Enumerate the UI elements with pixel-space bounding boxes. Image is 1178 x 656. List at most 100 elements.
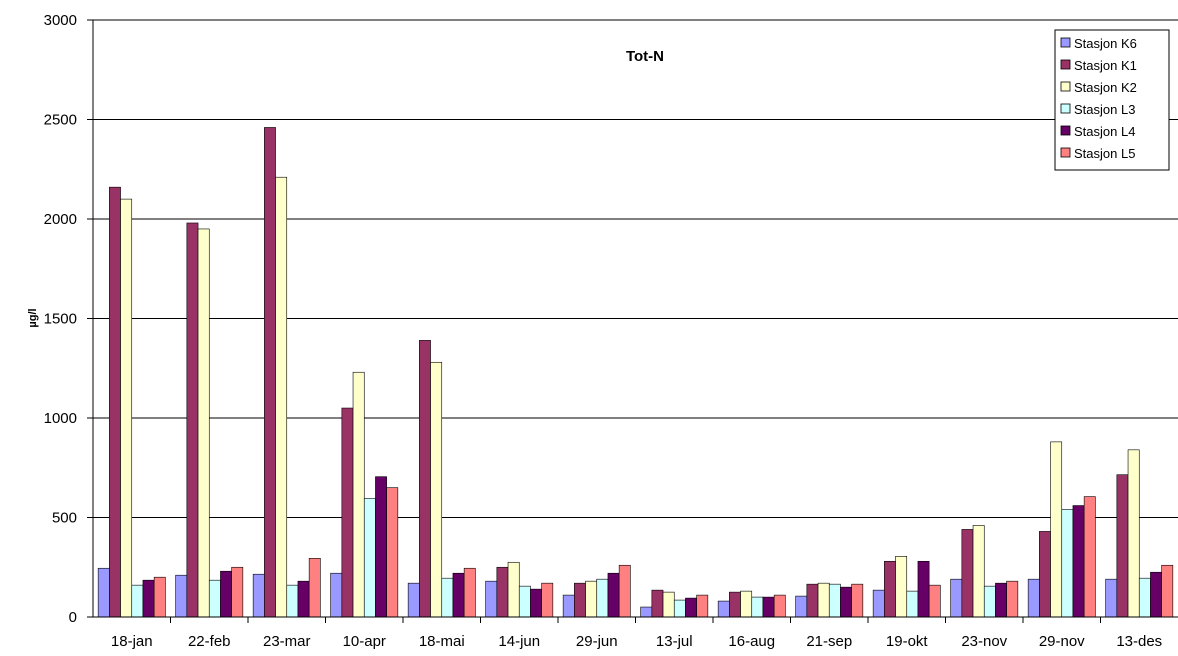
x-category-label: 29-nov	[1039, 633, 1085, 650]
legend: Stasjon K6 Stasjon K1 Stasjon K2 Stasjon L3…	[1054, 29, 1170, 171]
bar	[430, 361, 443, 618]
bar	[895, 556, 908, 618]
bar	[906, 590, 919, 618]
x-category-label: 19-okt	[886, 633, 929, 650]
bar	[995, 582, 1007, 618]
legend-swatch	[1060, 125, 1071, 136]
bar	[1161, 564, 1174, 618]
bar	[109, 186, 121, 618]
bar	[1116, 474, 1129, 618]
x-category-label: 18-mai	[419, 633, 465, 650]
bar	[308, 557, 321, 618]
bar	[1072, 505, 1085, 618]
legend-label: Stasjon L4	[1074, 124, 1135, 139]
bar	[696, 594, 709, 618]
legend-label: Stasjon L3	[1074, 102, 1135, 117]
x-category-label: 10-apr	[343, 633, 386, 650]
bar	[806, 583, 819, 618]
chart-title: Tot-N	[626, 48, 664, 65]
bar	[1039, 531, 1051, 618]
bar	[950, 578, 963, 618]
x-category-label: 23-mar	[263, 633, 311, 650]
bar	[286, 584, 299, 618]
bar	[673, 599, 686, 618]
x-category-label: 13-des	[1116, 633, 1162, 650]
x-category-label: 16-aug	[728, 633, 775, 650]
bar	[872, 589, 885, 618]
bar	[264, 127, 276, 618]
bar	[562, 594, 575, 618]
bar	[618, 564, 631, 618]
x-category-label: 13-jul	[656, 633, 693, 650]
bar	[363, 498, 376, 618]
bar	[220, 570, 232, 618]
bar	[1083, 496, 1096, 618]
bar	[1050, 441, 1063, 618]
bars	[97, 127, 1174, 618]
bar	[485, 580, 498, 618]
bar	[1150, 571, 1162, 618]
bar	[407, 582, 420, 618]
bar	[840, 586, 852, 618]
bar	[386, 487, 399, 618]
y-tick-label: 1000	[44, 410, 77, 427]
bar	[795, 595, 808, 618]
bar	[341, 407, 354, 618]
bar	[441, 577, 454, 618]
x-category-label: 22-feb	[188, 633, 231, 650]
bar	[541, 582, 554, 618]
bar	[297, 580, 310, 618]
bar	[961, 529, 974, 618]
y-tick-label: 1500	[44, 311, 77, 328]
bar	[917, 560, 930, 618]
bar	[463, 567, 476, 618]
y-tick-label: 500	[52, 510, 77, 527]
y-tick-label: 2000	[44, 211, 77, 228]
bar	[330, 572, 343, 618]
bar	[662, 591, 675, 618]
x-category-label: 14-jun	[498, 633, 540, 650]
bar	[496, 566, 509, 618]
legend-swatch	[1060, 37, 1071, 48]
bar	[186, 222, 199, 618]
y-axis-ticks: 0 500 1000 1500 2000 2500 3000	[44, 12, 93, 626]
bar	[97, 567, 110, 618]
y-tick-label: 0	[69, 609, 77, 626]
bar	[275, 176, 288, 618]
bar	[518, 585, 531, 618]
bar	[1061, 509, 1074, 618]
y-tick-label: 3000	[44, 12, 77, 29]
legend-label: Stasjon K2	[1074, 80, 1137, 95]
bar	[729, 591, 741, 618]
bar	[762, 596, 775, 618]
bar	[530, 588, 542, 618]
bar	[1105, 578, 1118, 618]
legend-label: Stasjon L5	[1074, 146, 1135, 161]
legend-label: Stasjon K6	[1074, 36, 1137, 51]
bar	[828, 583, 841, 618]
bar	[208, 579, 221, 618]
bar	[817, 582, 830, 618]
bar	[120, 198, 133, 618]
bar	[1127, 449, 1140, 618]
bar	[153, 576, 166, 618]
bar	[640, 606, 653, 618]
bar	[983, 585, 996, 618]
bar	[1138, 577, 1151, 618]
x-category-label: 21-sep	[806, 633, 852, 650]
legend-swatch	[1060, 59, 1071, 70]
bar	[596, 578, 609, 618]
x-axis-categories: 18-jan 22-feb 23-mar 10-apr 18-mai 14-jun 29-j…	[111, 617, 1162, 650]
legend-swatch	[1060, 81, 1071, 92]
bar	[1006, 580, 1019, 618]
bar	[352, 371, 365, 618]
legend-swatch	[1060, 103, 1071, 114]
y-tick-label: 2500	[44, 112, 77, 129]
bar	[928, 584, 941, 618]
bar	[773, 594, 786, 618]
bar	[375, 476, 387, 618]
bar	[717, 600, 730, 618]
y-axis-label: µg/l	[27, 308, 39, 327]
